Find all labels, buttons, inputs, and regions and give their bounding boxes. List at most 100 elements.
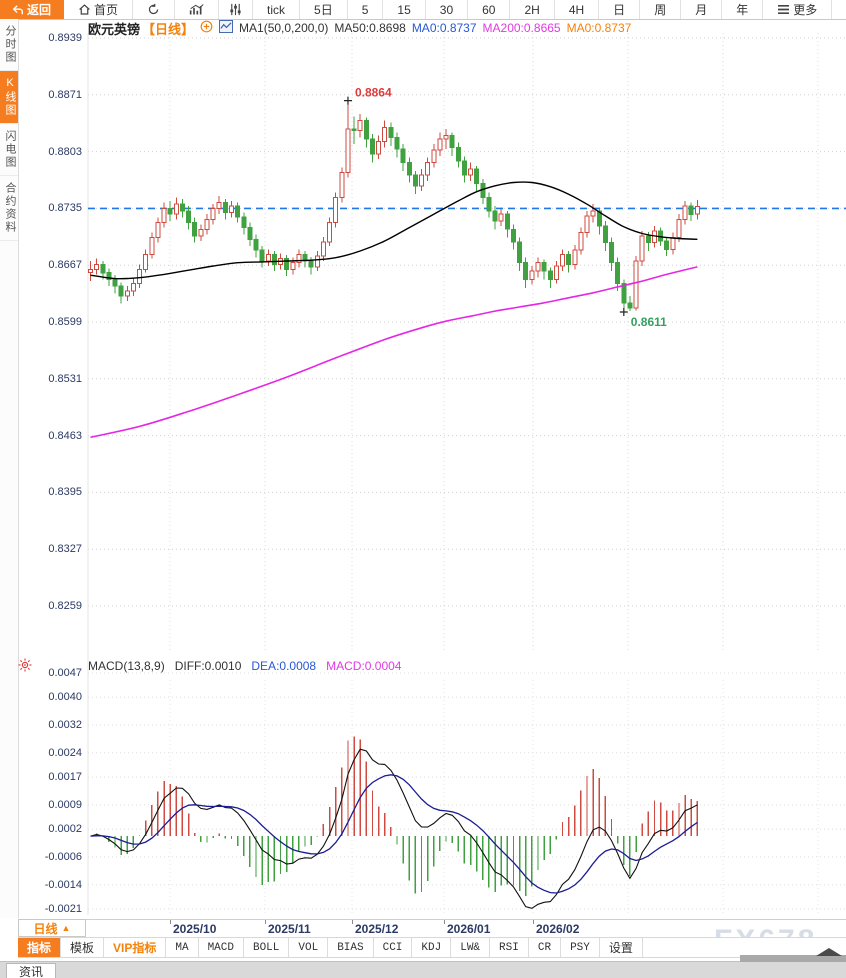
candle-body <box>100 263 106 274</box>
sidebar-item-3[interactable]: 合约资料 <box>0 176 18 241</box>
candle-body <box>688 205 694 215</box>
indicator-tab-12[interactable]: CR <box>529 938 562 957</box>
ma0-orange-value: MA0:0.8737 <box>566 21 632 35</box>
macd-axis-label-3: 0.0024 <box>48 746 82 759</box>
candle-body <box>94 263 100 270</box>
indicator-tab-6[interactable]: VOL <box>289 938 329 957</box>
candle-body <box>590 210 596 217</box>
candle-body <box>143 253 149 270</box>
candle-body <box>627 302 633 309</box>
candle-body <box>149 237 155 255</box>
indicator-tab-10[interactable]: LW& <box>451 938 491 957</box>
toolbar-interval-button-6[interactable]: 2H <box>510 0 555 19</box>
more-button[interactable]: 更多 <box>763 0 833 19</box>
candle-body <box>645 235 651 244</box>
indicator-tab-2[interactable]: VIP指标 <box>104 938 167 957</box>
bottom-bar: 资讯 <box>0 961 846 978</box>
toolbar-interval-button-11[interactable]: 年 <box>722 0 764 19</box>
price-axis-label-5: 0.8599 <box>48 315 82 328</box>
candle-body <box>376 141 382 155</box>
toolbar-interval-button-1[interactable]: 5日 <box>300 0 348 19</box>
indicator-tab-1[interactable]: 模板 <box>61 938 105 957</box>
candle-body <box>621 283 627 304</box>
refresh-icon <box>147 3 160 16</box>
indicator-tab-7[interactable]: BIAS <box>328 938 374 957</box>
news-tab[interactable]: 资讯 <box>6 963 56 978</box>
indicator-tab-11[interactable]: RSI <box>490 938 529 957</box>
indicator-settings-icon[interactable] <box>18 658 32 677</box>
scroll-up-triangle-icon[interactable] <box>816 948 842 956</box>
candle-body <box>357 120 363 132</box>
candle-body <box>161 207 167 224</box>
candle-body <box>345 128 351 173</box>
candle-body <box>210 207 216 220</box>
candle-body <box>204 218 210 230</box>
candle-body <box>118 285 124 297</box>
indicator-tab-8[interactable]: CCI <box>374 938 413 957</box>
toolbar-interval-button-7[interactable]: 4H <box>555 0 600 19</box>
candle-body <box>253 238 259 251</box>
indicator-tab-0[interactable]: 指标 <box>18 938 62 957</box>
ma50-value: MA50:0.8698 <box>334 21 406 35</box>
candle-body <box>486 197 492 212</box>
toolbar-interval-button-3[interactable]: 15 <box>383 0 426 19</box>
candle-body <box>296 253 302 264</box>
macd-axis-label-4: 0.0017 <box>48 771 82 784</box>
indicator-tab-13[interactable]: PSY <box>561 938 600 957</box>
candle-body <box>137 268 142 285</box>
ma0-blue-value: MA0:0.8737 <box>411 21 477 35</box>
date-tick <box>444 920 445 924</box>
sidebar-item-1[interactable]: K线图 <box>0 71 18 124</box>
indicator-tab-5[interactable]: BOLL <box>244 938 290 957</box>
candle-body <box>664 240 670 250</box>
toolbar-interval-button-8[interactable]: 日 <box>599 0 641 19</box>
back-button[interactable]: 返回 <box>0 0 65 19</box>
candle-body <box>474 168 480 184</box>
candle-body <box>547 270 553 280</box>
candle-body <box>560 253 565 267</box>
macd-header: MACD(13,8,9) DIFF:0.0010 DEA:0.0008 MACD… <box>88 658 401 674</box>
toolbar-interval-button-0[interactable]: tick <box>253 0 301 19</box>
indicator-tab-9[interactable]: KDJ <box>412 938 452 957</box>
ma50-line <box>90 181 698 280</box>
candle-body <box>670 237 676 250</box>
date-row <box>18 919 846 938</box>
candle-body <box>370 138 375 155</box>
toolbar-interval-button-9[interactable]: 周 <box>640 0 682 19</box>
refresh-button[interactable] <box>133 0 176 19</box>
price-axis-label-4: 0.8667 <box>48 259 82 272</box>
macd-hist-value: MACD:0.0004 <box>326 659 402 673</box>
candle-body <box>682 205 688 220</box>
horizontal-scrollbar[interactable] <box>740 955 846 962</box>
toolbar-interval-button-10[interactable]: 月 <box>681 0 723 19</box>
mini-chart-icon[interactable] <box>219 20 233 36</box>
price-axis-label-10: 0.8259 <box>48 599 82 612</box>
add-circle-icon[interactable] <box>200 20 213 36</box>
toolbar-interval-button-5[interactable]: 60 <box>468 0 511 19</box>
home-button[interactable]: 首页 <box>64 0 134 19</box>
candle-body <box>584 215 590 234</box>
candle-body <box>130 283 136 292</box>
indicator-tab-3[interactable]: MA <box>166 938 199 957</box>
bar-chart-icon <box>189 3 204 16</box>
sidebar-item-2[interactable]: 闪电图 <box>0 124 18 176</box>
toolbar-interval-button-2[interactable]: 5 <box>348 0 384 19</box>
candle-body <box>327 222 333 243</box>
candle-body <box>271 253 277 265</box>
settings-sliders-button[interactable] <box>219 0 254 19</box>
sidebar-item-0[interactable]: 分时图 <box>0 19 18 71</box>
indicator-tab-4[interactable]: MACD <box>199 938 244 957</box>
candle-body <box>468 168 474 176</box>
ma200-value: MA200:0.8665 <box>482 21 561 35</box>
high-annotation: 0.8864 <box>343 86 392 105</box>
candle-body <box>498 213 504 222</box>
chart-type-button[interactable] <box>175 0 220 19</box>
toolbar-interval-button-4[interactable]: 30 <box>426 0 469 19</box>
candle-body <box>676 218 682 239</box>
date-tick <box>265 920 266 924</box>
period-selector-button[interactable]: 日线 ▲ <box>18 919 86 937</box>
period-selector-label: 日线 <box>33 921 58 936</box>
indicator-tab-14[interactable]: 设置 <box>600 938 643 957</box>
